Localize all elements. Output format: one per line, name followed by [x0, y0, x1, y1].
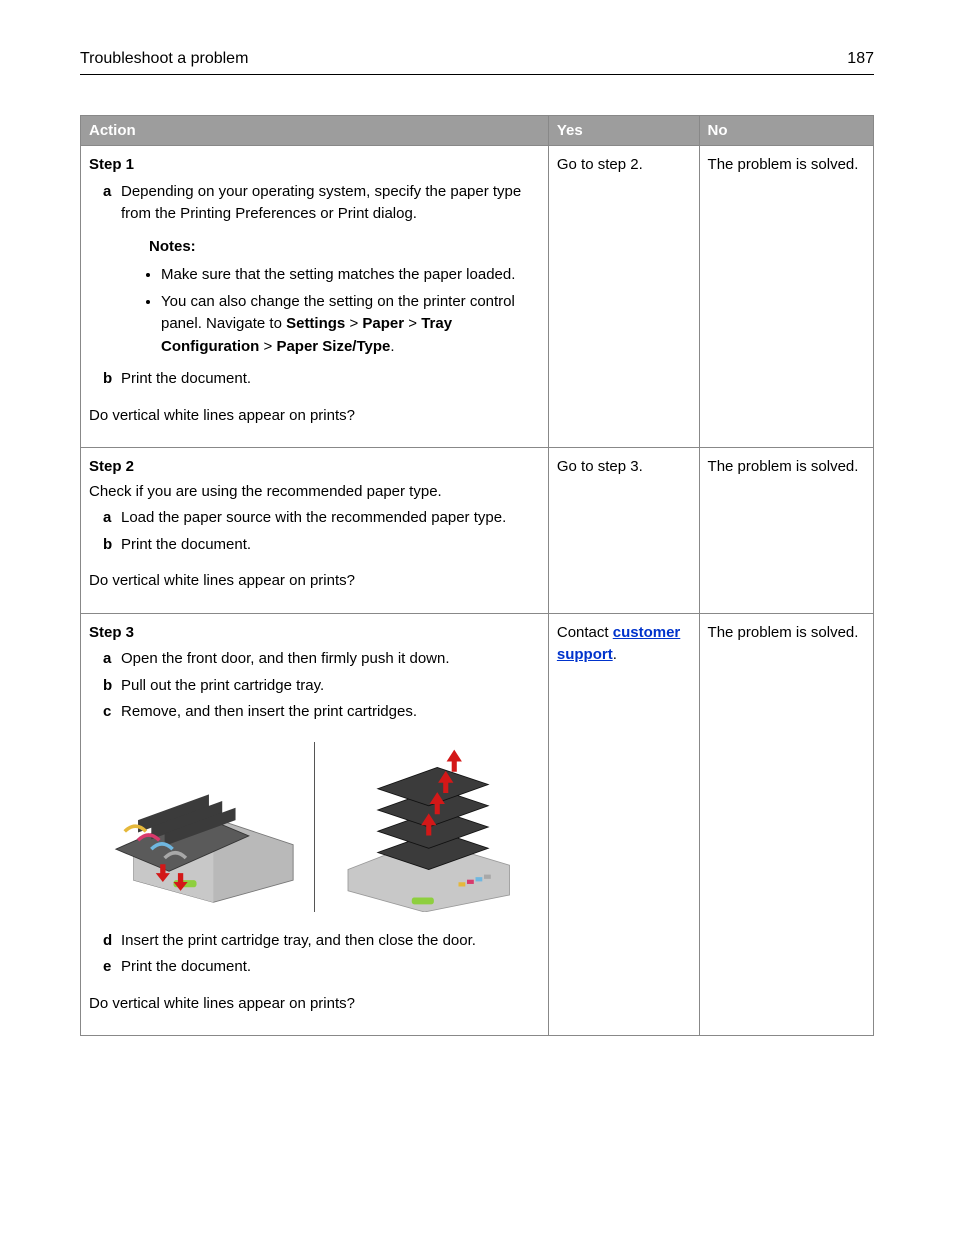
step1-question: Do vertical white lines appear on prints…	[89, 405, 540, 428]
step3-action: Step 3 aOpen the front door, and then fi…	[81, 613, 549, 1036]
step2-yes: Go to step 3.	[548, 448, 699, 614]
table-row: Step 2 Check if you are using the recomm…	[81, 448, 874, 614]
printer-cartridges-lift-illustration	[327, 742, 522, 912]
step3-e: Print the document.	[121, 958, 251, 975]
step1-a: Depending on your operating system, spec…	[121, 183, 521, 223]
step3-no: The problem is solved.	[699, 613, 873, 1036]
header-page-number: 187	[847, 50, 874, 68]
step2-intro: Check if you are using the recommended p…	[89, 481, 540, 504]
table-row: Step 1 aDepending on your operating syst…	[81, 146, 874, 448]
step1-note2: You can also change the setting on the p…	[161, 291, 540, 359]
step3-d: Insert the print cartridge tray, and the…	[121, 932, 476, 949]
col-yes-header: Yes	[548, 116, 699, 146]
step2-title: Step 2	[89, 456, 540, 479]
step3-c: Remove, and then insert the print cartri…	[121, 703, 417, 720]
step2-b: Print the document.	[121, 536, 251, 553]
step3-a: Open the front door, and then firmly pus…	[121, 650, 450, 667]
illustration-row	[89, 742, 540, 912]
step2-a: Load the paper source with the recommend…	[121, 509, 506, 526]
troubleshoot-table: Action Yes No Step 1 aDepending on your …	[80, 115, 874, 1036]
header-title: Troubleshoot a problem	[80, 50, 248, 68]
step1-yes: Go to step 2.	[548, 146, 699, 448]
step2-question: Do vertical white lines appear on prints…	[89, 570, 540, 593]
step3-title: Step 3	[89, 622, 540, 645]
step2-no: The problem is solved.	[699, 448, 873, 614]
step3-question: Do vertical white lines appear on prints…	[89, 993, 540, 1016]
step1-note1: Make sure that the setting matches the p…	[161, 264, 540, 287]
step3-b: Pull out the print cartridge tray.	[121, 677, 324, 694]
col-no-header: No	[699, 116, 873, 146]
col-action-header: Action	[81, 116, 549, 146]
illustration-divider	[314, 742, 315, 912]
step1-title: Step 1	[89, 154, 540, 177]
step3-yes: Contact customer support.	[548, 613, 699, 1036]
step1-no: The problem is solved.	[699, 146, 873, 448]
notes-label: Notes:	[149, 236, 540, 259]
step1-action: Step 1 aDepending on your operating syst…	[81, 146, 549, 448]
step1-b: Print the document.	[121, 370, 251, 387]
table-row: Step 3 aOpen the front door, and then fi…	[81, 613, 874, 1036]
step2-action: Step 2 Check if you are using the recomm…	[81, 448, 549, 614]
page-header: Troubleshoot a problem 187	[80, 50, 874, 75]
printer-tray-out-illustration	[107, 742, 302, 912]
